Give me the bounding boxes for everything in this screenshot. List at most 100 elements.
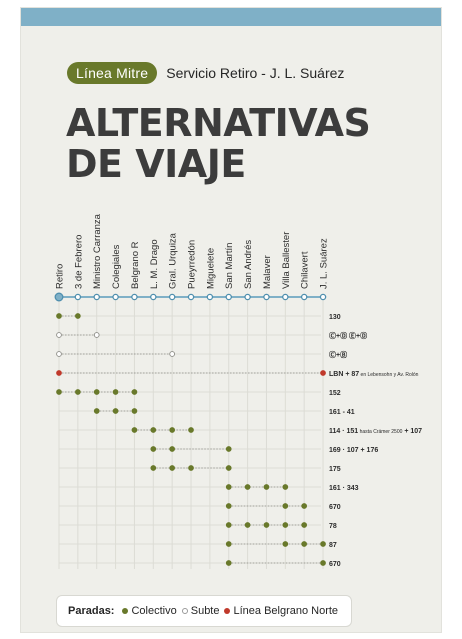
connection-stop-dot [263,484,270,490]
connection-stop-dot [188,427,194,433]
station-label: Villa Ballester [281,232,292,289]
connection-stop-dot [150,446,157,452]
connection-stop-dot [225,446,232,452]
station-label: San Andrés [243,240,254,289]
station-dot [74,293,82,301]
connection-stop-dot [169,446,176,452]
station-dot [206,293,214,301]
station-label: 3 de Febrero [73,235,84,289]
connection-label: 114 · 151 hasta Crámer 2500 + 107 [329,428,422,435]
connection-stop-dot [93,408,100,414]
legend-subte-label: Subte [190,605,220,617]
connection-label: 78 [329,523,337,530]
connection-stop-dot [225,541,232,547]
connection-stop-dot [225,560,232,566]
connection-stop-dot [188,465,194,471]
poster: Línea Mitre Servicio Retiro - J. L. Suár… [20,7,442,633]
station-dot [282,293,289,301]
connections-diagram: Retiro 3 de Febrero Ministro Carranza Coleg… [54,213,422,569]
connection-label: Ⓒ+Ⓑ [329,350,347,359]
station-dot [168,293,176,301]
colectivo-dot-icon [122,608,129,614]
station-dot [112,293,119,301]
connection-stop-dot [131,408,138,414]
connection-label: 169 · 107 + 176 [329,447,378,454]
title-line-2: DE VIAJE [66,142,246,186]
connection-stop-dot [282,503,289,509]
connection-label: 152 [329,390,341,397]
connection-stop-dot [244,484,251,490]
connection-label: 161 - 41 [329,409,355,416]
connection-label: LBN + 87 en Lebensohn y Av. Rolón [329,371,419,378]
station-label: J. L. Suárez [319,238,330,289]
connection-stop-dot [169,465,176,471]
legend-colectivo-label: Colectivo [131,605,177,617]
connection-stop-dot [131,427,138,433]
connection-stop-dot [169,427,176,433]
connection-stop-dot [263,522,270,528]
connection-stop-dot [282,541,289,547]
station-label: Miguelete [205,248,216,289]
connection-stop-dot [56,389,62,395]
connection-label: Ⓒ+Ⓓ Ⓔ+Ⓓ [329,331,367,340]
subte-dot-icon [181,608,188,614]
header-row: Línea Mitre Servicio Retiro - J. L. Suár… [67,62,344,84]
station-label: San Martín [224,243,235,289]
belgrano-norte-dot-icon [224,608,231,614]
connection-stop-dot [75,389,81,395]
station-label: Chilavert [300,251,311,289]
connection-label: 670 [329,504,341,511]
connection-stop-dot [112,389,119,395]
legend-item-subte: Subte [179,605,220,617]
legend-item-belgrano-norte: Línea Belgrano Norte [221,605,338,617]
page-title: ALTERNATIVAS DE VIAJE [66,101,371,186]
station-label: Pueyrredón [187,240,198,289]
connection-stop-dot [112,408,119,414]
connection-stop-dot [320,370,326,376]
top-band [21,8,441,26]
connection-stop-dot [131,389,138,395]
station-dot [93,293,100,301]
connection-stop-dot [75,313,81,319]
connection-stop-dot [320,560,326,566]
connection-stop-dot [244,522,251,528]
station-dot [319,293,327,301]
legend-title: Paradas: [68,605,115,617]
connection-stop-dot [301,503,308,509]
station-dot [300,293,308,301]
station-label: Ministro Carranza [92,213,103,289]
station-dot [54,292,64,302]
connection-stop-dot [93,389,100,395]
legend-belgrano-norte-label: Línea Belgrano Norte [233,605,339,617]
connection-stop-dot [56,313,62,319]
connection-label: 175 [329,466,341,473]
station-dot [131,293,138,301]
service-label: Servicio Retiro - J. L. Suárez [166,65,345,81]
connection-stop-dot [301,541,308,547]
station-label: Gral. Urquiza [168,232,179,289]
station-dot [263,293,270,301]
connection-stop-dot [169,351,176,357]
connection-stop-dot [56,370,62,376]
station-dot [150,293,157,301]
legend: Paradas: Colectivo Subte Línea Belgrano … [56,595,353,627]
connection-stop-dot [282,522,289,528]
connection-stop-dot [225,503,232,509]
connection-stop-dot [150,427,157,433]
line-badge: Línea Mitre [67,62,158,84]
connection-stop-dot [56,351,62,357]
station-label: Belgrano R [130,241,141,289]
title-line-1: ALTERNATIVAS [66,101,371,145]
connection-stop-dot [225,465,232,471]
connection-label: 161 · 343 [329,485,359,492]
connection-label: 670 [329,561,341,568]
connection-stop-dot [150,465,157,471]
connection-stop-dot [225,484,232,490]
station-dot [187,293,195,301]
connection-stop-dot [282,484,289,490]
station-dot [244,293,251,301]
station-label: Malaver [262,255,273,289]
connection-stop-dot [301,522,308,528]
connection-stop-dot [93,332,100,338]
connection-stop-dot [225,522,232,528]
